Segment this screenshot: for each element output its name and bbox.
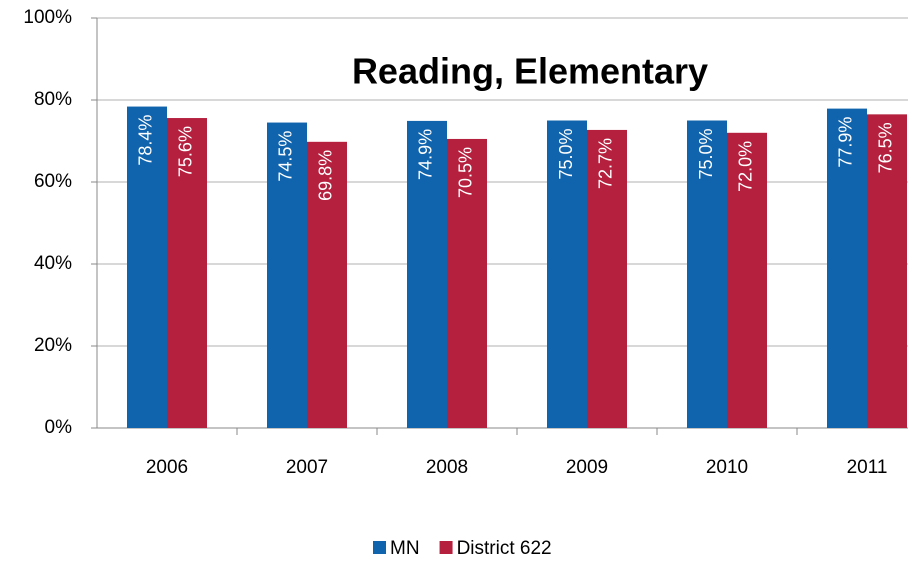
legend-label: MN [390, 538, 420, 559]
value-label: 75.6% [176, 126, 196, 177]
y-tick-label: 100% [23, 7, 72, 28]
value-label: 78.4% [136, 115, 156, 166]
x-tick-label: 2007 [286, 457, 328, 478]
value-label: 76.5% [876, 122, 896, 173]
x-tick-label: 2006 [146, 457, 188, 478]
value-label: 75.0% [696, 129, 716, 180]
value-label: 75.0% [556, 129, 576, 180]
legend-swatch [439, 541, 453, 554]
bar [127, 106, 167, 428]
bar [827, 108, 867, 429]
y-tick-label: 80% [34, 89, 72, 110]
chart-title: Reading, Elementary [352, 51, 708, 92]
value-label: 72.0% [736, 141, 756, 192]
bar [687, 120, 727, 428]
value-label: 69.8% [316, 150, 336, 201]
value-label: 74.9% [416, 129, 436, 180]
bar [867, 114, 907, 428]
bar [447, 138, 487, 428]
value-label: 77.9% [836, 117, 856, 168]
bar [587, 129, 627, 428]
bar [727, 132, 767, 429]
bar [267, 122, 307, 429]
x-tick-label: 2011 [847, 457, 888, 478]
bar [307, 141, 347, 428]
x-tick-label: 2008 [426, 457, 468, 478]
x-tick-label: 2010 [706, 457, 748, 478]
y-tick-label: 0% [45, 417, 73, 438]
y-tick-label: 20% [34, 335, 72, 356]
value-label: 74.5% [276, 131, 296, 182]
bar [547, 120, 587, 428]
x-tick-label: 2009 [566, 457, 608, 478]
y-tick-label: 60% [34, 171, 72, 192]
y-tick-label: 40% [34, 253, 72, 274]
value-label: 70.5% [456, 147, 476, 198]
bar [167, 118, 207, 428]
bar [407, 120, 447, 428]
legend-label: District 622 [457, 538, 552, 559]
legend-swatch [373, 541, 386, 554]
value-label: 72.7% [596, 138, 616, 189]
